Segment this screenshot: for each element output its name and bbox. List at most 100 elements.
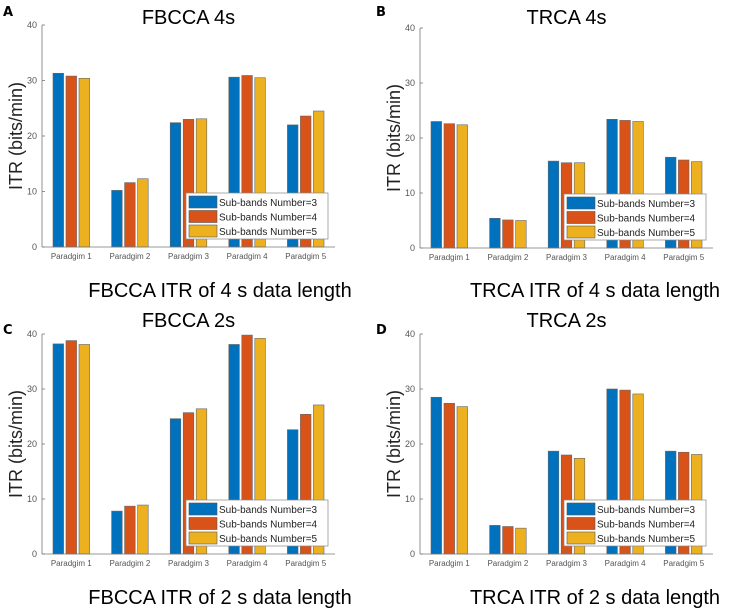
y-tick-label: 30 xyxy=(405,78,415,88)
panel-d: D TRCA 2s TRCA ITR of 2 s data length ITR (… xyxy=(376,310,720,609)
chart-title: FBCCA 2s xyxy=(142,310,235,332)
y-axis-label: ITR (bits/min) xyxy=(6,82,26,190)
legend-entry: Sub-bands Number=4 xyxy=(597,214,696,225)
x-tick-label: Paradgim 5 xyxy=(663,253,704,262)
legend-swatch xyxy=(188,502,218,516)
y-tick-label: 0 xyxy=(32,242,37,252)
bar xyxy=(124,505,136,555)
bar xyxy=(111,190,123,248)
panel-label: B xyxy=(376,5,386,20)
panel-label: A xyxy=(3,5,13,20)
bar xyxy=(78,77,90,248)
x-tick-label: Paradgim 3 xyxy=(546,559,587,568)
legend-entry: Sub-bands Number=4 xyxy=(597,520,696,531)
bar xyxy=(456,406,468,555)
legend-swatch xyxy=(566,225,596,239)
y-tick-label: 30 xyxy=(27,76,37,86)
legend-swatch xyxy=(188,210,218,223)
bar xyxy=(169,122,182,248)
chart-caption: TRCA ITR of 4 s data length xyxy=(470,280,720,302)
y-tick-label: 20 xyxy=(405,439,415,449)
chart-title: TRCA 2s xyxy=(526,310,606,332)
legend-entry: Sub-bands Number=5 xyxy=(597,534,696,545)
legend-entry: Sub-bands Number=3 xyxy=(219,198,318,209)
bar xyxy=(124,182,136,248)
bar xyxy=(547,160,560,249)
y-tick-label: 0 xyxy=(32,549,37,559)
x-tick-label: Paradgim 3 xyxy=(168,252,209,261)
panel-c: C FBCCA 2s FBCCA ITR of 2 s data length ITR… xyxy=(3,310,352,609)
x-tick-label: Paradgim 5 xyxy=(285,559,326,568)
legend-swatch xyxy=(566,502,596,516)
bar xyxy=(489,525,501,555)
y-axis-label: ITR (bits/min) xyxy=(6,390,26,498)
x-tick-label: Paradgim 4 xyxy=(227,559,268,568)
bar xyxy=(78,344,90,555)
chart-title: FBCCA 4s xyxy=(142,7,235,29)
y-axis-label: ITR (bits/min) xyxy=(384,390,404,498)
bar xyxy=(443,123,455,249)
x-tick-label: Paradgim 1 xyxy=(429,253,470,262)
panel-b: B TRCA 4s TRCA ITR of 4 s data length ITR (… xyxy=(376,5,720,302)
legend-entry: Sub-bands Number=3 xyxy=(597,505,696,516)
legend-swatch xyxy=(566,517,596,530)
x-tick-label: Paradgim 1 xyxy=(429,559,470,568)
panel-label: C xyxy=(3,323,13,338)
y-tick-label: 30 xyxy=(405,384,415,394)
x-tick-label: Paradgim 1 xyxy=(51,252,92,261)
y-tick-label: 10 xyxy=(27,494,37,504)
x-tick-label: Paradgim 2 xyxy=(487,253,528,262)
bar xyxy=(547,450,560,555)
legend-swatch xyxy=(566,531,596,545)
legend-swatch xyxy=(566,196,596,210)
x-tick-label: Paradgim 2 xyxy=(487,559,528,568)
bar xyxy=(52,72,64,248)
y-tick-label: 0 xyxy=(410,243,415,253)
y-tick-label: 10 xyxy=(27,187,37,197)
legend-swatch xyxy=(188,531,218,545)
x-tick-label: Paradgim 2 xyxy=(109,559,150,568)
bar xyxy=(515,220,527,249)
bar xyxy=(52,343,64,555)
y-tick-label: 40 xyxy=(27,329,37,339)
legend: Sub-bands Number=3 Sub-bands Number=4 Sub-… xyxy=(563,193,707,241)
bar xyxy=(443,402,455,555)
legend-entry: Sub-bands Number=5 xyxy=(219,227,318,238)
bar xyxy=(502,219,514,249)
y-tick-label: 20 xyxy=(27,439,37,449)
bar xyxy=(137,178,149,248)
bar xyxy=(502,526,514,555)
legend-entry: Sub-bands Number=3 xyxy=(597,199,696,210)
legend-swatch xyxy=(188,517,218,530)
x-tick-label: Paradgim 4 xyxy=(227,252,268,261)
x-tick-label: Paradgim 3 xyxy=(168,559,209,568)
y-axis-label: ITR (bits/min) xyxy=(384,84,404,192)
panel-label: D xyxy=(376,323,387,338)
x-tick-label: Paradgim 4 xyxy=(605,253,646,262)
y-tick-label: 40 xyxy=(27,20,37,30)
chart-caption: FBCCA ITR of 2 s data length xyxy=(88,587,351,609)
bar xyxy=(430,121,442,249)
chart-caption: TRCA ITR of 2 s data length xyxy=(470,587,720,609)
legend-swatch xyxy=(188,224,218,238)
x-tick-label: Paradgim 3 xyxy=(546,253,587,262)
legend-swatch xyxy=(566,211,596,224)
x-tick-label: Paradgim 2 xyxy=(109,252,150,261)
bar xyxy=(65,340,77,555)
bar xyxy=(430,396,442,555)
legend-entry: Sub-bands Number=4 xyxy=(219,213,318,224)
x-tick-label: Paradgim 5 xyxy=(663,559,704,568)
legend-entry: Sub-bands Number=3 xyxy=(219,505,318,516)
y-tick-label: 40 xyxy=(405,329,415,339)
legend-entry: Sub-bands Number=4 xyxy=(219,520,318,531)
legend-swatch xyxy=(188,195,218,209)
panel-a: A FBCCA 4s FBCCA ITR of 4 s data length ITR… xyxy=(3,5,352,302)
y-tick-label: 20 xyxy=(405,133,415,143)
bar xyxy=(515,527,527,555)
y-tick-label: 0 xyxy=(410,549,415,559)
legend: Sub-bands Number=3 Sub-bands Number=4 Sub-… xyxy=(185,192,329,240)
bar xyxy=(169,418,182,555)
bar xyxy=(111,510,123,555)
bar xyxy=(456,124,468,249)
